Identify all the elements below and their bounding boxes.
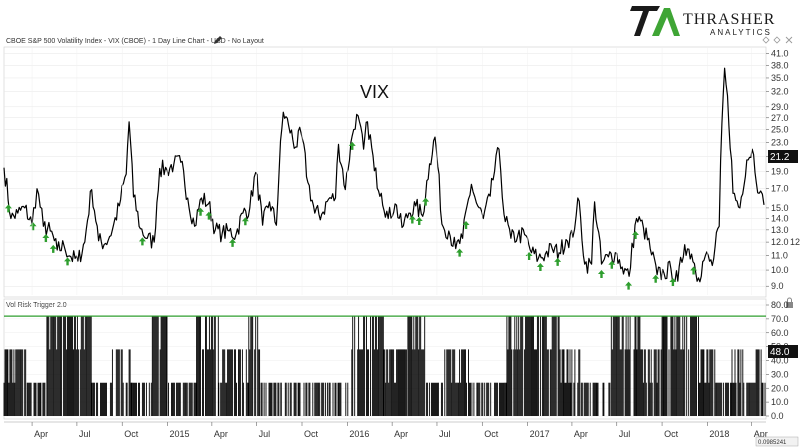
indicator-last-badge: 48.0 [768,345,798,358]
buy-signal-arrow [241,217,249,226]
buy-signal-arrow [669,278,677,287]
y-tick-label: 17.0 [771,184,789,194]
x-tick-label: Jul [79,429,91,439]
buy-signal-arrow [138,237,146,246]
logo-sub: ANALYTICS [710,28,772,37]
logo-name: THRASHER [683,11,775,28]
y-tick-label: 15.0 [771,203,789,213]
vix-annotation: VIX [360,82,389,102]
diamond-icon[interactable] [762,36,770,44]
buy-signal-arrow [197,207,205,216]
chart-title: CBOE S&P 500 Volatility Index - VIX (CBO… [6,38,264,45]
x-tick-label: Oct [124,429,139,439]
y-tick-label: 0.0 [771,411,784,421]
x-tick-label: Jul [619,429,631,439]
x-tick-label: 2015 [170,429,190,439]
thrasher-logo: THRASHER ANALYTICS [630,6,775,37]
diamond-icon[interactable] [773,36,781,44]
y-tick-label: 27.0 [771,113,789,123]
x-tick-label: Apr [34,429,48,439]
buy-signal-arrow [625,281,633,290]
y-tick-label: 20.0 [771,383,789,393]
y-tick-label: 19.0 [771,167,789,177]
y-tick-label: 41.0 [771,49,789,59]
buy-signal-arrow [608,260,616,269]
y-tick-label: 60.0 [771,328,789,338]
buy-signal-arrow [536,263,544,272]
side-tick: 12. [790,237,800,247]
y-tick-label: 32.0 [771,87,789,97]
buy-signal-arrow [348,141,356,150]
x-tick-label: Apr [394,429,408,439]
corner-value: 0.0985241 [758,440,787,446]
buy-signal-arrow [64,257,72,266]
x-tick-label: Apr [754,429,768,439]
y-tick-label: 10.0 [771,265,789,275]
buy-signal-arrow [525,251,533,260]
y-tick-label: 23.0 [771,137,789,147]
y-tick-label: 29.0 [771,102,789,112]
y-tick-label: 25.0 [771,125,789,135]
vix-last-value: 21.2 [770,152,790,163]
buy-signal-arrow [554,257,562,266]
x-axis: Apr Jul Oct 2015 Apr Jul Oct 2016 Apr Jul Oct 2017 A… [4,47,768,439]
buy-signal-arrow [42,233,50,242]
x-tick-label: Jul [439,429,451,439]
risk-trigger-panel: Vol Risk Trigger 2.0 80.070.060.050.040.… [3,297,798,421]
y-tick-label: 10.0 [771,397,789,407]
y-tick-label: 14.0 [771,213,789,223]
x-tick-label: 2016 [349,429,369,439]
indicator-title: Vol Risk Trigger 2.0 [6,302,67,309]
buy-signal-arrow [408,215,416,224]
buy-signal-arrow [690,266,698,275]
buy-signal-arrow [631,231,639,240]
buy-signal-arrow [597,270,605,279]
vix-panel: VIX 41.038.035.032.029.027.025.023.021.0… [3,46,800,298]
buy-signal-arrow [205,211,213,220]
pencil-icon[interactable] [214,36,222,44]
y-tick-label: 13.0 [771,225,789,235]
x-tick-label: Jul [259,429,271,439]
lock-icon[interactable] [786,297,793,308]
close-icon[interactable] [785,36,793,44]
buy-signal-arrow [4,204,12,213]
buy-signal-arrow [652,274,660,283]
vix-line [3,67,765,283]
window-controls [762,36,793,44]
last-value-badge: 21.2 [768,150,798,163]
x-tick-label: Oct [484,429,499,439]
y-tick-label: 40.0 [771,356,789,366]
y-tick-label: 30.0 [771,369,789,379]
x-tick-label: Oct [664,429,679,439]
x-tick-label: Apr [214,429,228,439]
buy-signal-arrow [415,216,423,225]
x-tick-label: 2017 [530,429,550,439]
indicator-last-value: 48.0 [770,347,790,358]
corner-readout: 0.0985241 [755,436,799,447]
buy-signal-arrow [49,244,57,253]
buy-signal-arrow [422,197,430,206]
buy-signal-arrow [29,222,37,231]
y-tick-label: 9.0 [771,281,784,291]
buy-signal-arrow [456,248,464,257]
x-tick-label: 2018 [709,429,729,439]
x-tick-label: Apr [574,429,588,439]
buy-signal-arrow [462,220,470,229]
y-tick-label: 70.0 [771,314,789,324]
y-tick-label: 80.0 [771,300,789,310]
y-tick-label: 12.0 [771,237,789,247]
buy-signal-arrow [229,238,237,247]
ta-mark-icon [630,6,680,36]
y-tick-label: 35.0 [771,73,789,83]
y-tick-label: 38.0 [771,60,789,70]
y-tick-label: 11.0 [771,250,788,260]
x-tick-label: Oct [304,429,319,439]
